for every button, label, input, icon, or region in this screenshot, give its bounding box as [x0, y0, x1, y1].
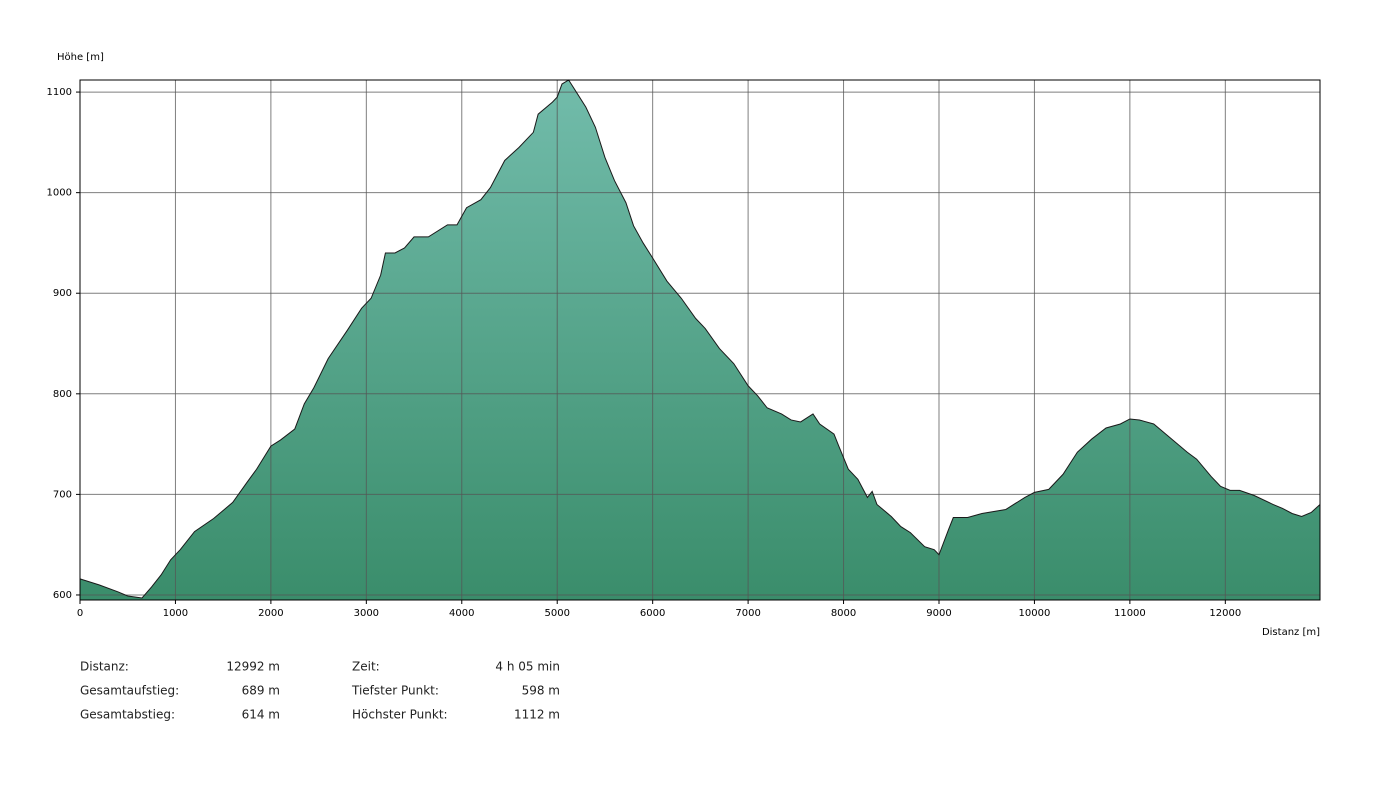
x-tick-label: 8000	[831, 608, 856, 619]
stat-label: Höchster Punkt:	[352, 708, 448, 722]
stat-value: 598 m	[522, 684, 560, 698]
x-axis-label: Distanz [m]	[1262, 627, 1320, 638]
stat-label: Gesamtaufstieg:	[80, 684, 179, 698]
y-tick-label: 900	[53, 288, 72, 299]
x-tick-label: 1000	[163, 608, 188, 619]
x-tick-label: 3000	[354, 608, 379, 619]
elevation-area	[80, 80, 1320, 600]
x-tick-label: 12000	[1209, 608, 1241, 619]
plot-border	[79, 79, 1321, 601]
stat-label: Gesamtabstieg:	[80, 708, 175, 722]
x-tick-label: 0	[77, 608, 83, 619]
stat-label: Tiefster Punkt:	[351, 684, 439, 698]
x-tick-label: 6000	[640, 608, 665, 619]
x-tick-label: 4000	[449, 608, 474, 619]
y-axis-label: Höhe [m]	[57, 52, 104, 63]
x-tick-label: 7000	[735, 608, 760, 619]
stat-label: Distanz:	[80, 660, 129, 674]
x-tick-label: 2000	[258, 608, 283, 619]
stat-value: 689 m	[242, 684, 280, 698]
x-tick-label: 5000	[544, 608, 569, 619]
stat-value: 614 m	[242, 708, 280, 722]
stat-value: 4 h 05 min	[495, 660, 560, 674]
y-tick-label: 700	[53, 489, 72, 500]
x-tick-label: 10000	[1019, 608, 1051, 619]
y-tick-label: 1100	[47, 87, 72, 98]
y-tick-label: 600	[53, 590, 72, 601]
x-tick-label: 9000	[926, 608, 951, 619]
x-tick-label: 11000	[1114, 608, 1146, 619]
stat-label: Zeit:	[352, 660, 380, 674]
y-tick-label: 800	[53, 389, 72, 400]
stat-value: 1112 m	[514, 708, 560, 722]
y-tick-label: 1000	[47, 188, 72, 199]
elevation-line	[79, 79, 1321, 599]
stat-value: 12992 m	[226, 660, 280, 674]
